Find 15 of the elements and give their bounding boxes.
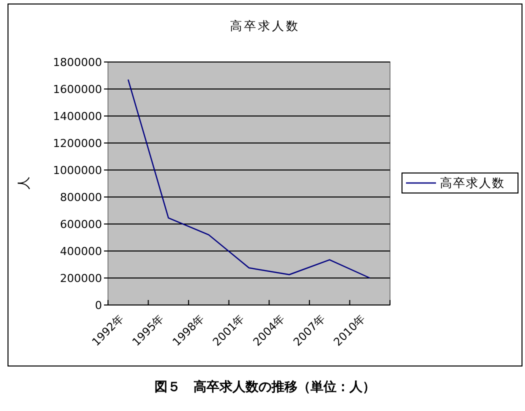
- caption: 図５ 高卒求人数の推移（単位：人）: [154, 379, 376, 395]
- y-tick-label: 0: [95, 299, 102, 312]
- y-tick-label: 1800000: [53, 56, 102, 69]
- y-tick-label: 1400000: [53, 110, 102, 123]
- y-tick-label: 600000: [60, 218, 102, 231]
- y-tick-label: 200000: [60, 272, 102, 285]
- y-axis-title: 人: [17, 176, 32, 190]
- y-tick-label: 800000: [60, 191, 102, 204]
- y-tick-label: 400000: [60, 245, 102, 258]
- y-tick-label: 1200000: [53, 137, 102, 150]
- y-tick-label: 1600000: [53, 83, 102, 96]
- chart-title: 高卒求人数: [230, 19, 300, 33]
- line-series: [128, 78, 370, 279]
- legend-label: 高卒求人数: [440, 176, 505, 190]
- y-tick-label: 1000000: [53, 164, 102, 177]
